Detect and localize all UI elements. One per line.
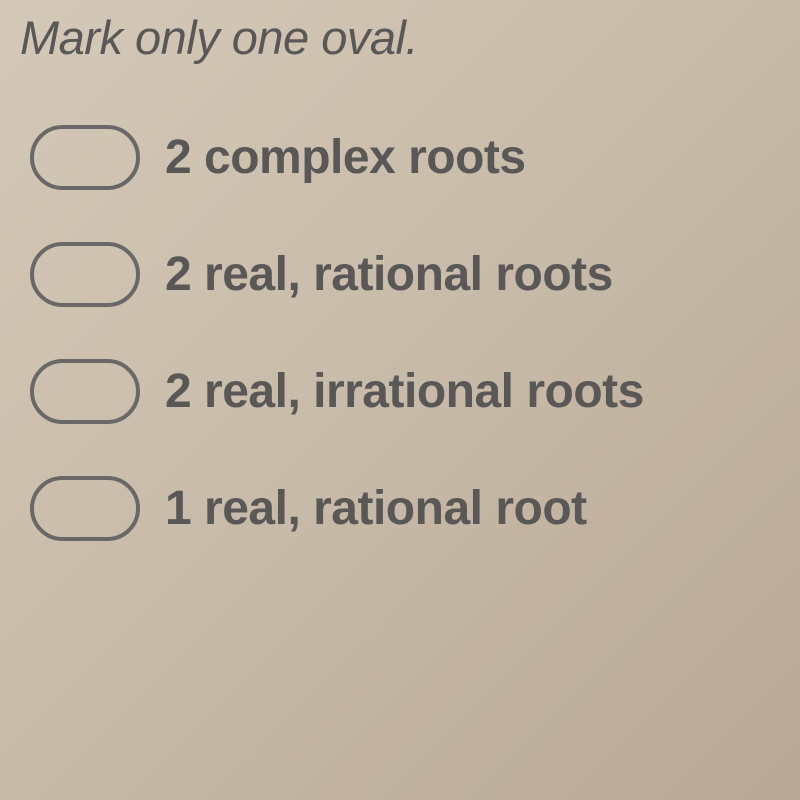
option-label: 2 complex roots <box>165 130 526 185</box>
oval-radio[interactable] <box>30 125 140 190</box>
oval-radio[interactable] <box>30 359 140 424</box>
option-row[interactable]: 2 real, irrational roots <box>30 359 780 424</box>
oval-radio[interactable] <box>30 476 140 541</box>
option-row[interactable]: 2 real, rational roots <box>30 242 780 307</box>
option-row[interactable]: 2 complex roots <box>30 125 780 190</box>
option-label: 2 real, irrational roots <box>165 364 644 419</box>
options-list: 2 complex roots 2 real, rational roots 2… <box>20 125 780 541</box>
instruction-text: Mark only one oval. <box>20 10 780 65</box>
oval-radio[interactable] <box>30 242 140 307</box>
option-label: 2 real, rational roots <box>165 247 613 302</box>
option-label: 1 real, rational root <box>165 481 587 536</box>
option-row[interactable]: 1 real, rational root <box>30 476 780 541</box>
